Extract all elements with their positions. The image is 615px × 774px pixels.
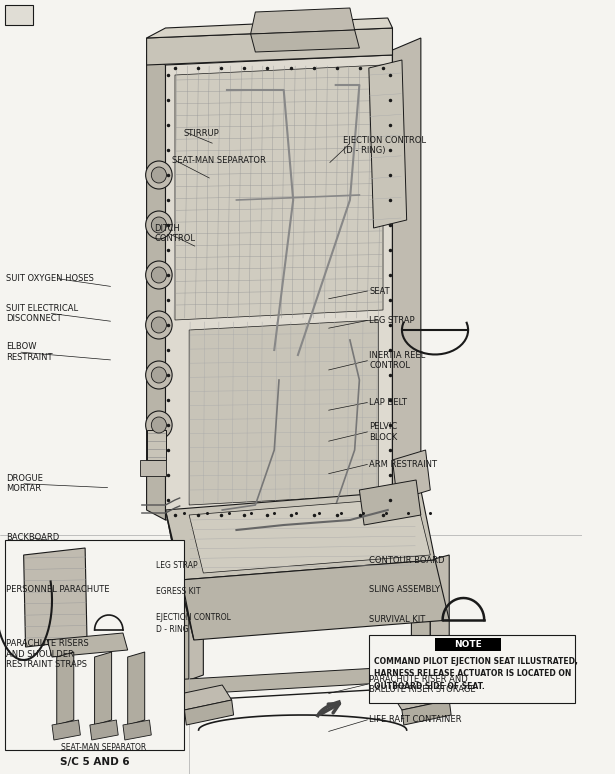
Polygon shape <box>359 480 421 525</box>
Polygon shape <box>165 510 194 640</box>
Text: SURVIVAL KIT: SURVIVAL KIT <box>370 615 426 624</box>
Text: CONTOUR BOARD: CONTOUR BOARD <box>370 556 445 565</box>
Bar <box>5 5 33 25</box>
Polygon shape <box>23 548 87 647</box>
Circle shape <box>151 417 167 433</box>
Polygon shape <box>180 560 449 640</box>
Polygon shape <box>251 30 359 52</box>
Polygon shape <box>175 65 383 320</box>
Polygon shape <box>95 652 111 725</box>
Polygon shape <box>189 320 378 505</box>
Polygon shape <box>392 38 421 510</box>
Polygon shape <box>392 685 449 710</box>
Circle shape <box>146 211 172 239</box>
Polygon shape <box>189 497 430 573</box>
Polygon shape <box>165 55 392 520</box>
Text: NOTE: NOTE <box>454 640 482 649</box>
Text: INERTIA REEL
CONTROL: INERTIA REEL CONTROL <box>370 351 426 371</box>
Text: EJECTION CONTROL
(D - RING): EJECTION CONTROL (D - RING) <box>343 135 426 156</box>
Text: LEG STRAP: LEG STRAP <box>156 560 197 570</box>
Circle shape <box>151 317 167 333</box>
Text: LEG STRAP: LEG STRAP <box>370 316 415 325</box>
Text: COMMAND PILOT EJECTION SEAT ILLUSTRATED,
HARNESS RELEASE ACTUATOR IS LOCATED ON
: COMMAND PILOT EJECTION SEAT ILLUSTRATED,… <box>373 657 577 691</box>
Text: SLING ASSEMBLY: SLING ASSEMBLY <box>370 585 440 594</box>
Text: BACKBOARD: BACKBOARD <box>6 533 59 543</box>
Text: PARACHUTE RISER AND
BALLUTE RISER STORAGE: PARACHUTE RISER AND BALLUTE RISER STORAG… <box>370 674 476 694</box>
Text: SEAT: SEAT <box>370 286 390 296</box>
Polygon shape <box>392 45 411 510</box>
Text: ARM RESTRAINT: ARM RESTRAINT <box>370 460 437 469</box>
Text: DROGUE
MORTAR: DROGUE MORTAR <box>6 474 42 494</box>
Bar <box>369 635 575 703</box>
Circle shape <box>146 261 172 289</box>
Polygon shape <box>369 60 407 228</box>
Text: ELBOW
RESTRAINT: ELBOW RESTRAINT <box>6 342 52 362</box>
Polygon shape <box>175 685 232 710</box>
Text: LAP BELT: LAP BELT <box>370 398 407 407</box>
Circle shape <box>146 161 172 189</box>
Bar <box>140 460 167 476</box>
Text: LIFE RAFT CONTAINER: LIFE RAFT CONTAINER <box>370 715 462 724</box>
Circle shape <box>151 217 167 233</box>
Polygon shape <box>57 652 74 725</box>
Text: EJECTION CONTROL: EJECTION CONTROL <box>156 614 231 622</box>
Polygon shape <box>169 580 189 690</box>
Text: D - RING: D - RING <box>156 625 189 635</box>
Polygon shape <box>146 18 392 38</box>
Text: DITCH
CONTROL: DITCH CONTROL <box>154 224 195 244</box>
Bar <box>435 638 501 651</box>
Polygon shape <box>90 720 118 740</box>
Polygon shape <box>52 720 81 740</box>
Polygon shape <box>170 665 435 695</box>
Polygon shape <box>47 633 128 657</box>
Polygon shape <box>430 555 449 665</box>
Text: SUIT ELECTRICAL
DISCONNECT: SUIT ELECTRICAL DISCONNECT <box>6 303 78 324</box>
Polygon shape <box>165 490 435 580</box>
Polygon shape <box>146 55 165 520</box>
Polygon shape <box>184 700 234 725</box>
Text: SEAT-MAN SEPARATOR: SEAT-MAN SEPARATOR <box>62 744 147 752</box>
Polygon shape <box>189 575 204 680</box>
Text: STIRRUP: STIRRUP <box>183 128 219 138</box>
Polygon shape <box>251 8 355 34</box>
Polygon shape <box>146 430 165 460</box>
Polygon shape <box>402 700 451 725</box>
Polygon shape <box>146 28 392 65</box>
Polygon shape <box>392 450 430 500</box>
Circle shape <box>151 167 167 183</box>
Circle shape <box>146 411 172 439</box>
Bar <box>5 540 184 750</box>
Circle shape <box>151 367 167 383</box>
Text: PERSONNEL PARACHUTE: PERSONNEL PARACHUTE <box>6 585 109 594</box>
Text: PARACHUTE RISERS
AND SHOULDER
RESTRAINT STRAPS: PARACHUTE RISERS AND SHOULDER RESTRAINT … <box>6 639 89 669</box>
Polygon shape <box>411 560 430 675</box>
Text: SUIT OXYGEN HOSES: SUIT OXYGEN HOSES <box>6 274 93 283</box>
Circle shape <box>146 311 172 339</box>
Polygon shape <box>123 720 151 740</box>
Polygon shape <box>128 652 145 725</box>
Circle shape <box>151 267 167 283</box>
Text: SEAT-MAN SEPARATOR: SEAT-MAN SEPARATOR <box>172 156 266 166</box>
Text: S/C 5 AND 6: S/C 5 AND 6 <box>60 757 129 767</box>
Circle shape <box>146 361 172 389</box>
Text: EGRESS KIT: EGRESS KIT <box>156 587 200 597</box>
Text: PELVIC
BLOCK: PELVIC BLOCK <box>370 422 397 442</box>
